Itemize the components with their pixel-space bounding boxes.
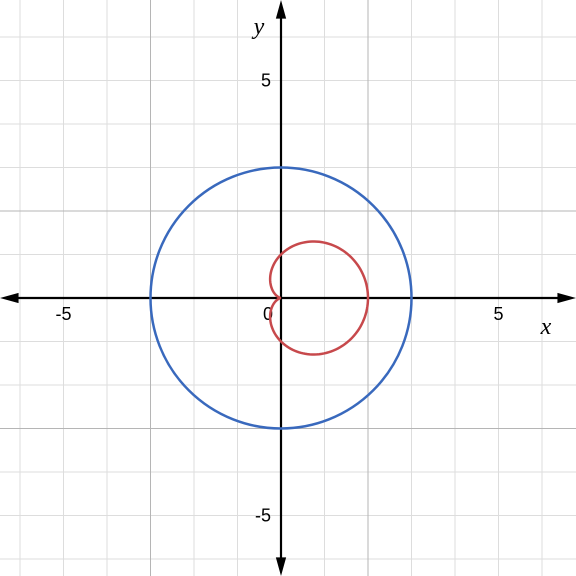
axis-arrow: [0, 293, 19, 303]
x-tick-label: 5: [493, 304, 503, 324]
x-axis-label: x: [540, 314, 552, 340]
y-tick-label: 5: [261, 71, 271, 91]
y-tick-label: -5: [255, 506, 271, 526]
axis-arrow: [557, 293, 576, 303]
x-tick-label: -5: [55, 304, 71, 324]
axis-arrow: [276, 557, 286, 576]
axis-arrow: [276, 0, 286, 19]
plot-area: -5-5550yx: [0, 0, 576, 576]
plot-svg: -5-5550yx: [0, 0, 576, 576]
y-axis-label: y: [252, 14, 265, 40]
